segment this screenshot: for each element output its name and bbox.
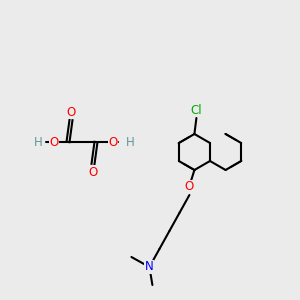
Text: O: O: [108, 136, 118, 148]
Text: Cl: Cl: [190, 103, 202, 116]
Text: O: O: [66, 106, 76, 118]
Text: H: H: [34, 136, 43, 148]
Text: N: N: [145, 260, 154, 274]
Text: O: O: [185, 181, 194, 194]
Text: O: O: [88, 166, 98, 178]
Text: O: O: [50, 136, 58, 148]
Text: H: H: [126, 136, 135, 148]
